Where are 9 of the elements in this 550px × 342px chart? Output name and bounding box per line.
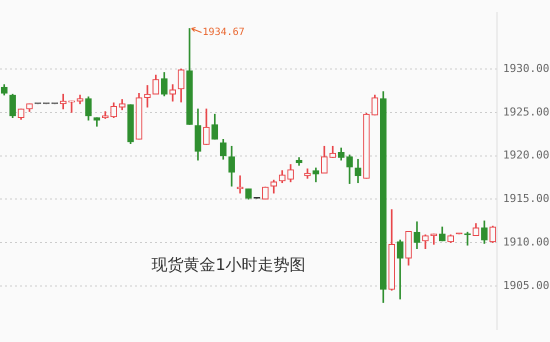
y-tick-label: 1930.00: [503, 62, 550, 75]
y-tick-label: 1925.00: [503, 105, 550, 118]
y-tick-label: 1915.00: [503, 192, 550, 206]
candlestick: [236, 175, 244, 194]
text: 现货黄金1小时走势图: [152, 255, 306, 274]
y-tick-label: 1920.00: [503, 148, 550, 162]
y-tick-label: 1905.00: [503, 278, 550, 292]
annotation: 1934.67: [202, 27, 245, 38]
y-tick-label: 1910.00: [503, 235, 550, 248]
